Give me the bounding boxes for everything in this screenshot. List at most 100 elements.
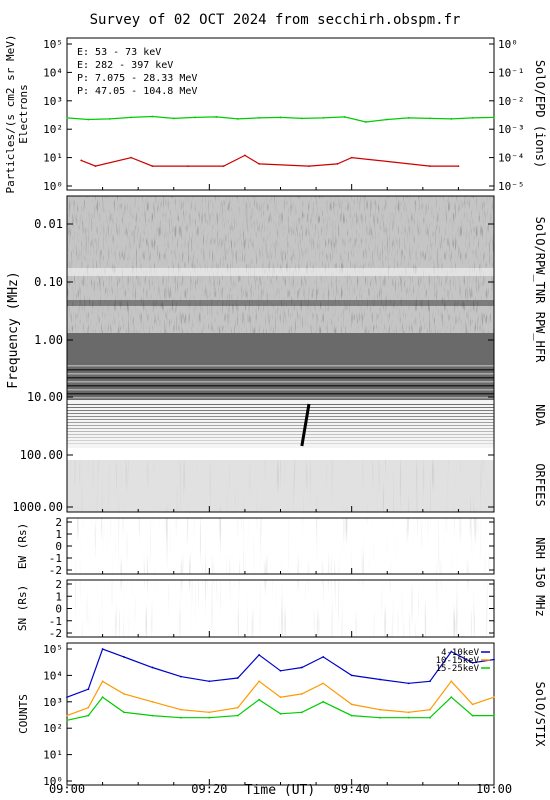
- tick-label: 10⁵: [43, 643, 63, 656]
- data-point: [350, 674, 353, 677]
- hfr-band: [67, 381, 494, 383]
- data-point: [208, 680, 211, 683]
- nrh-tick-label: 1: [55, 528, 62, 541]
- epd-ylabel: Particles/(s cm2 sr MeV): [4, 35, 17, 194]
- data-point: [151, 165, 154, 168]
- data-point: [471, 714, 474, 717]
- nrh-ew-yticks: 210-1-2: [49, 516, 494, 577]
- data-point: [457, 165, 460, 168]
- epd-yticks-left: 10⁵ 10⁴ 10³ 10² 10¹ 10⁰: [43, 38, 72, 193]
- data-point: [407, 116, 410, 119]
- data-point: [300, 666, 303, 669]
- nda-line: [67, 404, 494, 405]
- nda-line: [67, 416, 494, 417]
- data-point: [151, 115, 154, 118]
- data-point: [258, 680, 261, 683]
- instrument-label: NDA: [533, 404, 547, 426]
- hfr-band: [67, 365, 494, 367]
- data-point: [450, 118, 453, 120]
- tick-label: 10¹: [43, 152, 63, 165]
- data-point: [336, 163, 339, 165]
- frequency-ylabel: Frequency (MHz): [6, 271, 21, 388]
- stix-right-label: SolO/STIX: [533, 681, 547, 747]
- x-tick-label: 09:20: [191, 782, 227, 796]
- epd-right-label: SolO/EPD (ions): [533, 60, 547, 168]
- nrh-right-label: NRH 150 MHz: [533, 537, 547, 616]
- figure-title: Survey of 02 OCT 2024 from secchirh.obsp…: [90, 12, 461, 28]
- data-point: [407, 711, 410, 714]
- data-point: [194, 116, 197, 119]
- hfr-band: [67, 397, 494, 399]
- nrh-tick-label: -2: [49, 627, 62, 640]
- data-point: [87, 706, 90, 709]
- data-point: [258, 698, 261, 701]
- tick-label: 10⁻³: [498, 123, 525, 136]
- data-point: [493, 658, 495, 661]
- data-point: [236, 118, 239, 120]
- hfr-band: [67, 369, 494, 371]
- nda-line: [67, 422, 494, 423]
- data-point: [450, 650, 453, 653]
- stix-panel: COUNTS SolO/STIX 10⁵ 10⁴ 10³ 10² 10¹ 10⁰ 4-10…: [17, 642, 547, 788]
- data-point: [130, 156, 132, 159]
- data-point: [279, 712, 282, 715]
- nda-line: [67, 410, 494, 411]
- data-point: [179, 716, 182, 719]
- data-point: [66, 719, 68, 722]
- nda-line: [67, 431, 494, 432]
- nda-line: [67, 413, 494, 414]
- epd-legend: E: 53 - 73 keV E: 282 - 397 keV P: 7.075 -…: [77, 47, 197, 97]
- instrument-label: ORFEES: [533, 463, 547, 506]
- data-point: [208, 716, 211, 719]
- data-point: [80, 159, 83, 162]
- nda-line: [67, 443, 494, 444]
- data-point: [322, 116, 325, 119]
- nda-burst: [300, 403, 311, 447]
- data-point: [244, 154, 246, 157]
- stix-yticks: 10⁵ 10⁴ 10³ 10² 10¹ 10⁰: [43, 643, 72, 788]
- nrh-tick-label: -2: [49, 564, 62, 577]
- data-point: [300, 117, 303, 120]
- tnr-background: [67, 196, 494, 333]
- data-point: [215, 116, 218, 118]
- x-tick-label: 09:00: [49, 782, 85, 796]
- tick-label: 10⁰: [43, 180, 63, 193]
- data-point: [279, 696, 282, 699]
- data-point: [379, 678, 382, 681]
- data-point: [101, 696, 104, 699]
- data-point: [308, 165, 310, 168]
- stix-ylabel: COUNTS: [17, 694, 30, 734]
- nrh-tick-label: 0: [55, 603, 62, 616]
- nrh-tick-label: -1: [49, 615, 62, 628]
- data-point: [379, 716, 382, 719]
- tick-label: 10⁰: [43, 775, 63, 788]
- data-point: [379, 708, 382, 711]
- data-point: [322, 682, 325, 685]
- nda-line: [67, 419, 494, 420]
- nrh-tick-label: 2: [55, 578, 62, 591]
- data-point: [179, 675, 182, 678]
- frequency-tick-label: 0.10: [34, 275, 63, 289]
- data-point: [151, 714, 154, 717]
- hfr-band: [67, 389, 494, 391]
- instrument-label: SolO/RPW_TNR: [533, 217, 547, 304]
- hfr-band: [67, 373, 494, 375]
- time-axis-label: Time (UT): [245, 783, 315, 798]
- x-tick-label: 09:40: [334, 782, 370, 796]
- data-point: [258, 116, 261, 119]
- frequency-tick-label: 100.00: [20, 448, 63, 462]
- data-point: [151, 666, 154, 669]
- data-point: [172, 117, 175, 120]
- data-point: [493, 116, 495, 119]
- data-point: [471, 661, 474, 664]
- data-point: [87, 688, 90, 691]
- data-point: [300, 711, 303, 714]
- nrh-tick-label: 1: [55, 590, 62, 603]
- data-point: [179, 708, 182, 711]
- tick-label: 10¹: [43, 749, 63, 762]
- frequency-tick-label: 1.00: [34, 333, 63, 347]
- tnr-dark-band: [67, 300, 494, 306]
- frequency-tick-label: 0.01: [34, 217, 63, 231]
- data-point: [429, 117, 431, 120]
